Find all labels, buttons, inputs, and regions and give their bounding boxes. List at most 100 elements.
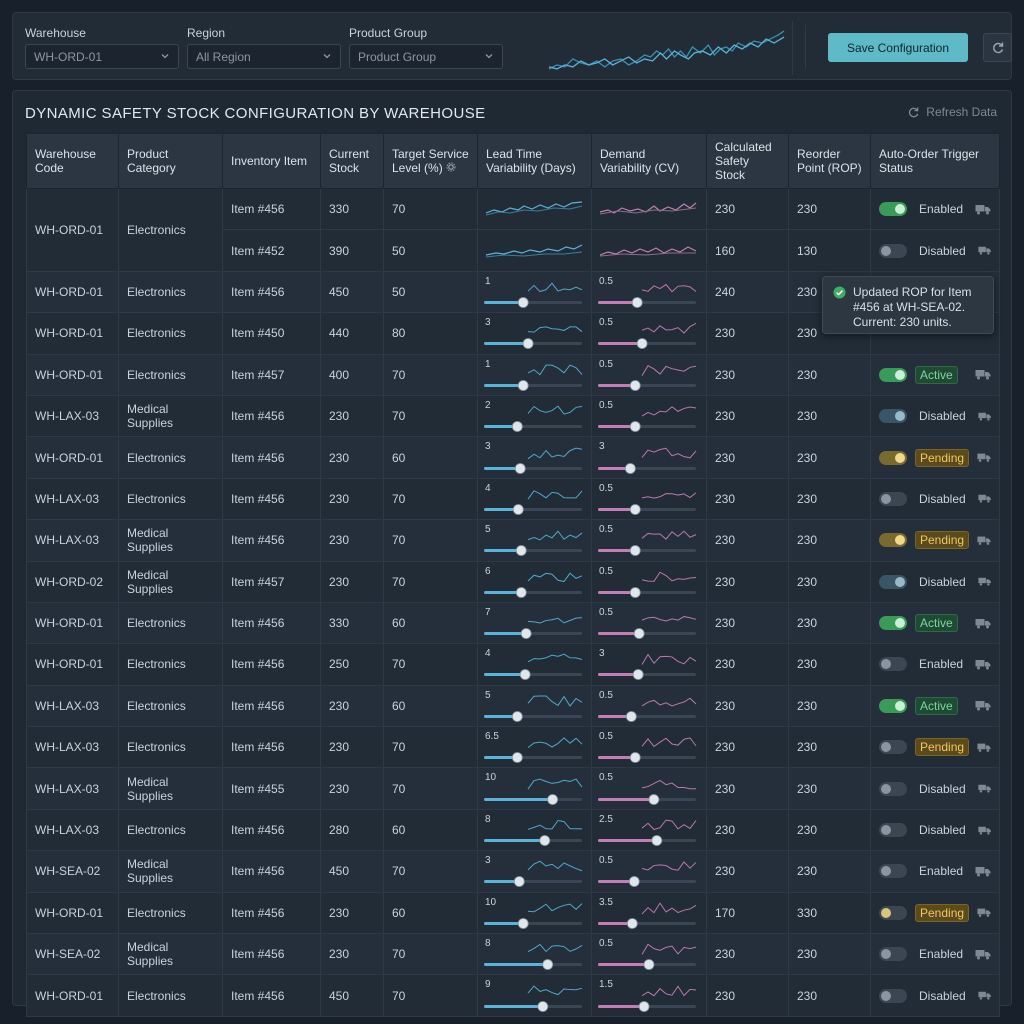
demand-slider[interactable] — [598, 313, 698, 353]
demand-slider[interactable] — [598, 934, 698, 974]
demand-slider[interactable] — [598, 686, 698, 726]
slider-handle — [511, 752, 523, 764]
truck-icon — [975, 866, 991, 877]
demand-slider[interactable] — [598, 438, 698, 478]
lead-time-slider[interactable] — [484, 520, 584, 560]
mini-sparkline — [527, 654, 583, 663]
cell-rop: 230 — [788, 808, 871, 852]
auto-order-toggle[interactable] — [879, 988, 907, 1003]
col-calculated-safety-stock[interactable]: Calculated Safety Stock — [706, 133, 789, 189]
col-warehouse-code[interactable]: Warehouse Code — [26, 133, 119, 189]
demand-slider[interactable] — [598, 479, 698, 519]
col-inventory-item[interactable]: Inventory Item — [222, 133, 321, 189]
lead-time-slider[interactable] — [484, 313, 584, 353]
lead-time-slider[interactable] — [484, 976, 584, 1016]
truck-icon — [975, 370, 991, 380]
col-demand-variability[interactable]: Demand Variability (CV) — [591, 133, 707, 189]
cell-item: Item #456 — [222, 726, 321, 769]
cell-rop: 230 — [788, 519, 871, 562]
demand-slider[interactable] — [598, 562, 698, 602]
slider-handle — [514, 462, 526, 474]
auto-order-toggle[interactable] — [879, 698, 907, 713]
mini-sparkline — [641, 737, 697, 748]
auto-order-toggle[interactable] — [879, 450, 907, 465]
lead-time-slider[interactable] — [484, 810, 584, 850]
cell-item: Item #456 — [222, 643, 321, 686]
region-select[interactable]: All Region — [187, 44, 341, 69]
cell-warehouse: WH-LAX-03 — [26, 808, 119, 852]
auto-order-toggle[interactable] — [879, 947, 907, 962]
cell-stock: 230 — [320, 767, 384, 810]
lead-time-slider[interactable] — [484, 562, 584, 602]
refresh-data-link[interactable]: Refresh Data — [907, 105, 997, 119]
cell-rop: 230 — [788, 394, 871, 438]
refresh-button[interactable] — [983, 33, 1012, 62]
lead-time-slider[interactable] — [484, 893, 584, 933]
warehouse-select[interactable]: WH-ORD-01 — [25, 44, 179, 69]
cell-service-level: 70 — [383, 850, 478, 893]
lead-time-slider[interactable] — [484, 644, 584, 684]
auto-order-toggle[interactable] — [879, 202, 907, 217]
gear-icon[interactable] — [446, 162, 456, 172]
demand-slider[interactable] — [598, 355, 698, 395]
col-lead-time-variability[interactable]: Lead Time Variability (Days) — [477, 133, 592, 189]
truck-icon — [975, 204, 991, 215]
save-configuration-button[interactable]: Save Configuration — [828, 33, 968, 62]
cell-safety-stock: 230 — [706, 974, 789, 1017]
lead-time-slider[interactable] — [484, 851, 584, 891]
col-current-stock[interactable]: Current Stock — [320, 133, 384, 189]
demand-slider[interactable] — [598, 396, 698, 436]
lead-time-slider[interactable] — [484, 603, 584, 643]
slider-handle — [648, 793, 660, 805]
lead-time-slider[interactable] — [484, 727, 584, 767]
demand-slider[interactable] — [598, 810, 698, 850]
lead-time-slider[interactable] — [484, 396, 584, 436]
auto-order-toggle[interactable] — [879, 781, 907, 796]
demand-slider[interactable] — [598, 976, 698, 1016]
auto-order-toggle[interactable] — [879, 657, 907, 672]
slider-fill — [598, 839, 657, 843]
slider-fill — [484, 756, 518, 760]
col-reorder-point[interactable]: Reorder Point (ROP) — [788, 133, 871, 189]
auto-order-toggle[interactable] — [879, 864, 907, 879]
product-group-select[interactable]: Product Group — [349, 44, 503, 69]
demand-slider[interactable] — [598, 893, 698, 933]
lead-time-slider[interactable] — [484, 934, 584, 974]
col-auto-order-status[interactable]: Auto-Order Trigger Status — [870, 133, 1000, 189]
safety-stock-table: Warehouse Code Product Category Inventor… — [26, 133, 1000, 1017]
demand-slider[interactable] — [598, 851, 698, 891]
demand-slider[interactable] — [598, 769, 698, 809]
lead-time-slider[interactable] — [484, 438, 584, 478]
auto-order-toggle[interactable] — [879, 574, 907, 589]
auto-order-toggle[interactable] — [879, 823, 907, 838]
slider-handle — [515, 545, 527, 557]
auto-order-toggle[interactable] — [879, 740, 907, 755]
slider-fill — [598, 673, 639, 677]
lead-time-slider[interactable] — [484, 355, 584, 395]
lead-time-slider[interactable] — [484, 686, 584, 726]
auto-order-toggle[interactable] — [879, 616, 907, 631]
auto-order-toggle[interactable] — [879, 533, 907, 548]
auto-order-toggle[interactable] — [879, 491, 907, 506]
slider-fill — [598, 1004, 645, 1008]
auto-order-toggle[interactable] — [879, 409, 907, 424]
status-badge: Pending — [915, 903, 970, 922]
demand-slider[interactable] — [598, 272, 698, 312]
lead-time-slider[interactable] — [484, 479, 584, 519]
demand-slider[interactable] — [598, 520, 698, 560]
auto-order-toggle[interactable] — [879, 243, 907, 258]
col-product-category[interactable]: Product Category — [118, 133, 223, 189]
cell-rop: 230 — [788, 436, 871, 479]
cell-demand-variability: 1.5 — [591, 974, 707, 1017]
demand-slider[interactable] — [598, 727, 698, 767]
demand-slider[interactable] — [598, 603, 698, 643]
lead-time-slider[interactable] — [484, 769, 584, 809]
col-target-service-level[interactable]: Target Service Level (%) — [383, 133, 478, 189]
demand-value: 3 — [599, 648, 605, 660]
auto-order-toggle[interactable] — [879, 905, 907, 920]
lead-time-slider[interactable] — [484, 272, 584, 312]
auto-order-toggle[interactable] — [879, 367, 907, 382]
demand-slider[interactable] — [598, 644, 698, 684]
slider-fill — [484, 300, 524, 304]
demand-sparkline — [599, 246, 697, 257]
